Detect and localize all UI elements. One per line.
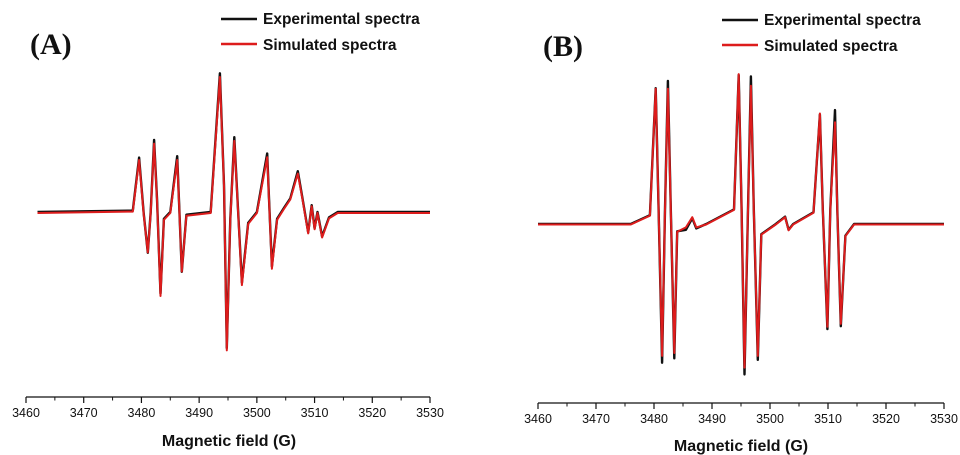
x-tick-label: 3520 bbox=[358, 406, 386, 420]
x-tick-label: 3480 bbox=[128, 406, 156, 420]
series-line-experimental bbox=[37, 72, 430, 350]
x-tick-label: 3490 bbox=[698, 412, 726, 426]
x-tick-label: 3460 bbox=[524, 412, 552, 426]
x-tick-label: 3500 bbox=[243, 406, 271, 420]
legend-label-simulated: Simulated spectra bbox=[263, 37, 397, 54]
legend-label-experimental: Experimental spectra bbox=[263, 11, 420, 28]
panel-b-x-ticks: 3460 3470 3480 3490 3500 3510 3520 3530 bbox=[524, 403, 958, 426]
x-tick-label: 3510 bbox=[814, 412, 842, 426]
panel-b-x-axis-title: Magnetic field (G) bbox=[674, 438, 808, 455]
panel-a-legend: Experimental spectra Simulated spectra bbox=[221, 11, 420, 54]
x-tick-label: 3470 bbox=[582, 412, 610, 426]
x-tick-label: 3520 bbox=[872, 412, 900, 426]
x-tick-label: 3470 bbox=[70, 406, 98, 420]
panel-b-legend: Experimental spectra Simulated spectra bbox=[722, 12, 921, 55]
panel-a-x-ticks: 3460 3470 3480 3490 3500 3510 3520 3530 bbox=[12, 397, 444, 420]
series-line-simulated bbox=[538, 73, 944, 369]
panel-a-plot bbox=[37, 72, 430, 352]
x-tick-label: 3500 bbox=[756, 412, 784, 426]
panel-b: (B) Experimental spectra Simulated spect… bbox=[524, 12, 958, 455]
x-tick-label: 3510 bbox=[301, 406, 329, 420]
series-line-simulated bbox=[37, 76, 430, 352]
panel-a-letter: (A) bbox=[30, 28, 72, 61]
x-tick-label: 3530 bbox=[416, 406, 444, 420]
x-tick-label: 3480 bbox=[640, 412, 668, 426]
panel-b-letter: (B) bbox=[543, 30, 583, 63]
legend-label-simulated: Simulated spectra bbox=[764, 38, 898, 55]
x-tick-label: 3530 bbox=[930, 412, 958, 426]
panel-a-x-axis-title: Magnetic field (G) bbox=[162, 433, 296, 450]
legend-label-experimental: Experimental spectra bbox=[764, 12, 921, 29]
x-tick-label: 3490 bbox=[185, 406, 213, 420]
panel-b-plot bbox=[538, 73, 944, 376]
panel-a: (A) Experimental spectra Simulated spect… bbox=[12, 11, 444, 450]
x-tick-label: 3460 bbox=[12, 406, 40, 420]
